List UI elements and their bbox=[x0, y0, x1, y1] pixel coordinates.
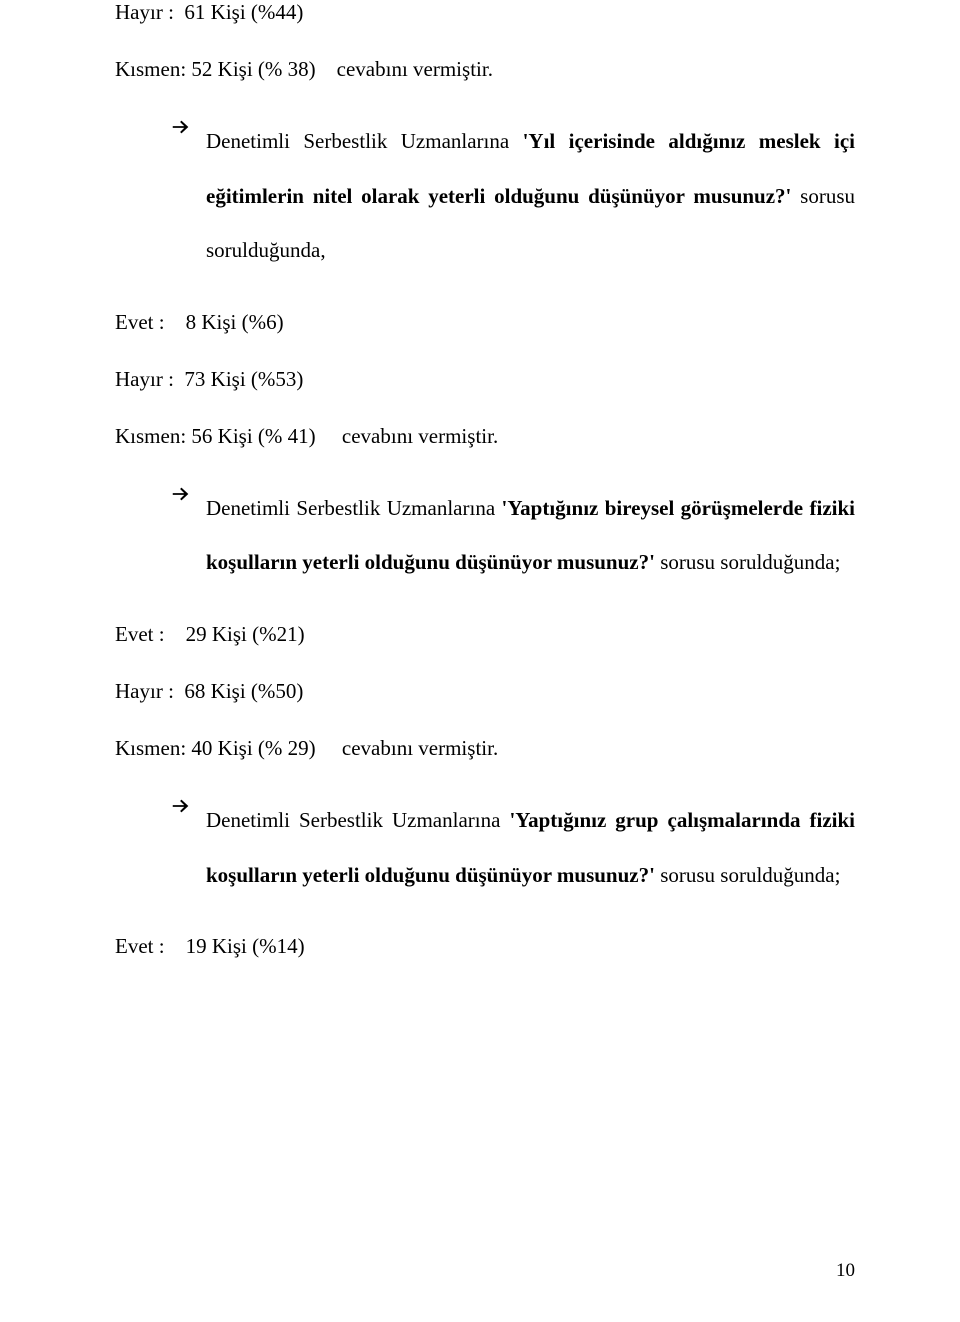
arrow-right-icon bbox=[170, 795, 192, 817]
question-text: Denetimli Serbestlik Uzmanlarına 'Yaptığ… bbox=[206, 793, 855, 902]
label: Kısmen: 52 Kişi (% 38) bbox=[115, 57, 316, 81]
question-text: Denetimli Serbestlik Uzmanlarına 'Yıl iç… bbox=[206, 114, 855, 278]
arrow-right-icon bbox=[170, 483, 192, 505]
value: 68 Kişi (%50) bbox=[174, 679, 304, 703]
value: 73 Kişi (%53) bbox=[174, 367, 304, 391]
label: Kısmen: 56 Kişi (% 41) bbox=[115, 424, 316, 448]
q-suffix: sorusu sorulduğunda; bbox=[655, 550, 841, 574]
result-evet: Evet : 19 Kişi (%14) bbox=[115, 934, 855, 959]
q-prefix: Denetimli Serbestlik Uzmanlarına bbox=[206, 496, 502, 520]
question-3: Denetimli Serbestlik Uzmanlarına 'Yaptığ… bbox=[115, 793, 855, 902]
result-kismen: Kısmen: 40 Kişi (% 29) cevabını vermişti… bbox=[115, 736, 855, 761]
cevab-text: cevabını vermiştir. bbox=[316, 424, 499, 448]
result-hayir: Hayır : 68 Kişi (%50) bbox=[115, 679, 855, 704]
arrow-right-icon bbox=[170, 116, 192, 138]
q-prefix: Denetimli Serbestlik Uzmanlarına bbox=[206, 129, 523, 153]
value: 19 Kişi (%14) bbox=[165, 934, 305, 958]
q-suffix: sorusu sorulduğunda; bbox=[655, 863, 841, 887]
label: Hayır : bbox=[115, 0, 174, 24]
result-evet: Evet : 8 Kişi (%6) bbox=[115, 310, 855, 335]
question-1: Denetimli Serbestlik Uzmanlarına 'Yıl iç… bbox=[115, 114, 855, 278]
result-evet: Evet : 29 Kişi (%21) bbox=[115, 622, 855, 647]
label: Hayır : bbox=[115, 679, 174, 703]
q-prefix: Denetimli Serbestlik Uzmanlarına bbox=[206, 808, 509, 832]
page-number: 10 bbox=[836, 1260, 855, 1282]
result-hayir: Hayır : 73 Kişi (%53) bbox=[115, 367, 855, 392]
question-text: Denetimli Serbestlik Uzmanlarına 'Yaptığ… bbox=[206, 481, 855, 590]
question-2: Denetimli Serbestlik Uzmanlarına 'Yaptığ… bbox=[115, 481, 855, 590]
value: 8 Kişi (%6) bbox=[165, 310, 284, 334]
cevab-text: cevabını vermiştir. bbox=[316, 736, 499, 760]
label: Kısmen: 40 Kişi (% 29) bbox=[115, 736, 316, 760]
label: Evet : bbox=[115, 622, 165, 646]
value: 61 Kişi (%44) bbox=[174, 0, 304, 24]
value: 29 Kişi (%21) bbox=[165, 622, 305, 646]
result-hayir: Hayır : 61 Kişi (%44) bbox=[115, 0, 855, 25]
result-kismen: Kısmen: 56 Kişi (% 41) cevabını vermişti… bbox=[115, 424, 855, 449]
label: Evet : bbox=[115, 310, 165, 334]
label: Hayır : bbox=[115, 367, 174, 391]
result-kismen: Kısmen: 52 Kişi (% 38) cevabını vermişti… bbox=[115, 57, 855, 82]
cevab-text: cevabını vermiştir. bbox=[316, 57, 493, 81]
label: Evet : bbox=[115, 934, 165, 958]
